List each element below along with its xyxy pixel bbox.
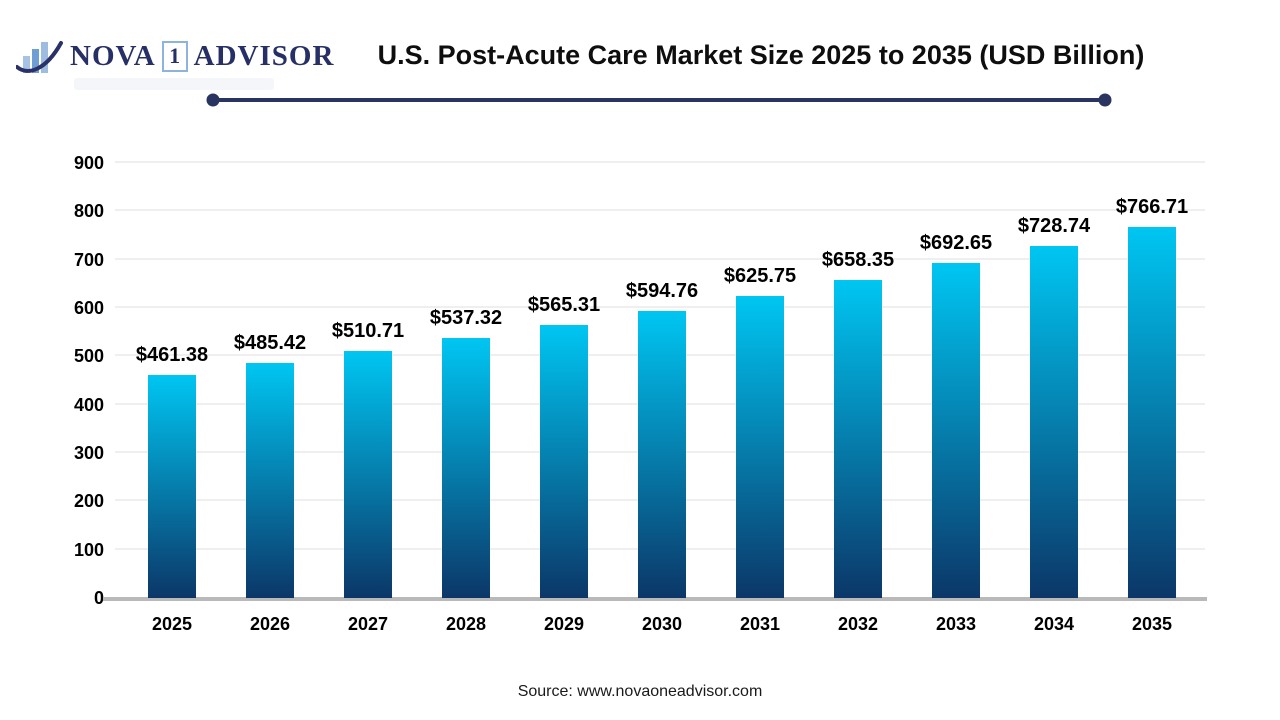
source-text: Source: www.novaoneadvisor.com (517, 683, 763, 700)
bar-group-2035: $766.71 2035 (1103, 163, 1201, 634)
bar-chart-swoosh-icon (16, 41, 63, 73)
logo-faint-tagline (74, 78, 274, 90)
gridline (115, 209, 1205, 212)
bar-value-label: $594.76 (625, 279, 699, 302)
bar-group-2028: $537.32 2028 (417, 163, 515, 634)
x-axis-label: 2026 (249, 614, 291, 634)
bar-group-2026: $485.42 2026 (221, 163, 319, 634)
bar-value-label: $625.75 (723, 264, 797, 287)
logo-text-nova: NOVA (70, 39, 156, 72)
gridline (115, 257, 1205, 260)
bar-2034: $728.74 (1018, 215, 1090, 598)
bar-2032: $658.35 (822, 249, 894, 598)
bar-value-label: $728.74 (1017, 214, 1091, 237)
bar-group-2033: $692.65 2033 (907, 163, 1005, 634)
bar-value-label: $485.42 (233, 332, 307, 355)
y-tick-label: 600 (73, 298, 104, 319)
x-axis-label: 2027 (347, 614, 389, 634)
bar-value-label: $658.35 (821, 248, 895, 271)
bar-2033: $692.65 (920, 232, 992, 598)
y-tick-label: 900 (73, 153, 104, 173)
bar-2031: $625.75 (724, 265, 796, 598)
x-axis-label: 2032 (837, 614, 879, 634)
bars: $461.38 2025 $485.42 2026 $510.71 2027 $537.32… (123, 163, 1201, 634)
bar-2025: $461.38 (136, 344, 208, 598)
x-axis-label: 2033 (935, 614, 977, 634)
x-axis-label: 2034 (1033, 614, 1075, 634)
bar-2027: $510.71 (332, 320, 404, 598)
title-underline (206, 93, 1112, 107)
x-axis-label: 2025 (151, 614, 193, 634)
bar-group-2031: $625.75 2031 (711, 163, 809, 634)
x-axis-label: 2030 (641, 614, 683, 634)
logo-text-advisor: ADVISOR (193, 39, 335, 72)
bar-2029: $565.31 (528, 294, 600, 598)
x-axis-label: 2035 (1131, 614, 1173, 634)
bar-group-2030: $594.76 2030 (613, 163, 711, 634)
bar-group-2034: $728.74 2034 (1005, 163, 1103, 634)
bar-value-label: $692.65 (919, 232, 993, 255)
y-tick-label: 400 (73, 394, 104, 415)
x-axis-label: 2029 (543, 614, 585, 634)
bar-value-label: $461.38 (135, 344, 209, 366)
y-tick-label: 700 (73, 249, 104, 270)
bar-group-2029: $565.31 2029 (515, 163, 613, 634)
logo: NOVA 1 ADVISOR (16, 34, 335, 90)
logo-one-badge: 1 (161, 40, 188, 72)
bar-2026: $485.42 (234, 332, 306, 598)
bar-value-label: $537.32 (429, 307, 503, 330)
bar-value-label: $510.71 (331, 320, 405, 343)
y-tick-label: 0 (93, 588, 104, 608)
bar-2030: $594.76 (626, 280, 698, 598)
underline-left-dot (206, 93, 220, 107)
y-tick-label: 800 (73, 201, 104, 222)
plot-area: $461.38 2025 $485.42 2026 $510.71 2027 $537.32… (103, 161, 1207, 634)
bar-2028: $537.32 (430, 307, 502, 598)
x-axis-label: 2031 (739, 614, 781, 634)
bar-group-2027: $510.71 2027 (319, 163, 417, 634)
underline-right-dot (1098, 93, 1112, 107)
y-axis-labels: 0 100 200 300 400 500 600 700 800 900 (38, 153, 104, 608)
bar-group-2032: $658.35 2032 (809, 163, 907, 634)
gridline (115, 161, 1205, 163)
bar-group-2025: $461.38 2025 (123, 163, 221, 634)
page-title: U.S. Post-Acute Care Market Size 2025 to… (377, 40, 1145, 70)
bar-value-label: $565.31 (527, 293, 601, 316)
bar-value-label: $766.71 (1115, 196, 1189, 219)
y-tick-label: 500 (73, 346, 104, 367)
y-tick-label: 200 (73, 491, 104, 512)
gridline (115, 306, 1205, 309)
bar-2035: $766.71 (1116, 196, 1188, 598)
y-tick-label: 300 (73, 443, 104, 464)
x-axis-label: 2028 (445, 614, 487, 634)
x-axis-line (103, 597, 1207, 601)
y-tick-label: 100 (73, 539, 104, 560)
